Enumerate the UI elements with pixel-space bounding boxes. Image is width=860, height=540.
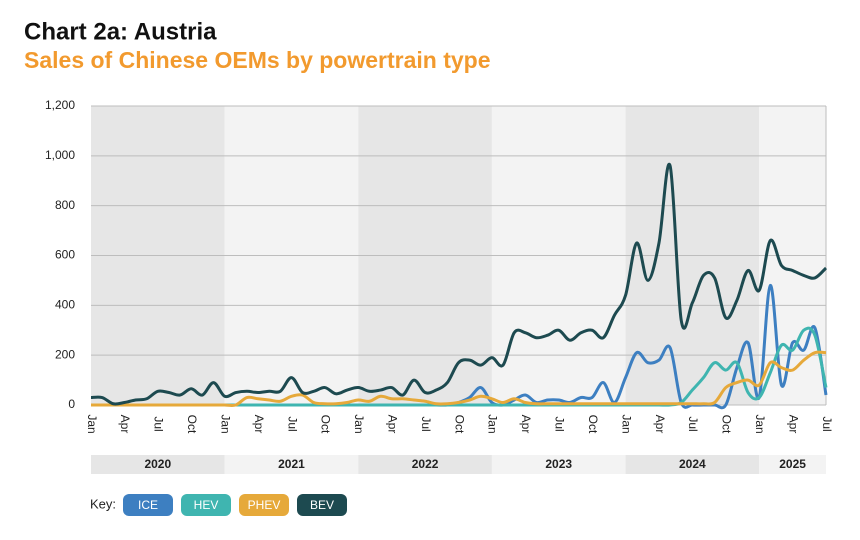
year-label-band [759,455,826,474]
y-tick-label: 1,200 [45,98,75,112]
x-tick-label: Oct [185,415,199,434]
year-label: 2020 [144,457,171,471]
x-tick-label: Apr [252,415,266,434]
x-tick-label: Jan [486,414,500,433]
x-tick-label: Apr [786,415,800,434]
y-tick-label: 1,000 [45,148,75,162]
x-tick-label: Oct [586,415,600,434]
legend-swatch [123,494,173,516]
x-tick-label: Jul [553,416,567,431]
year-label: 2021 [278,457,305,471]
x-tick-label: Jan [352,414,366,433]
legend-label: HEV [194,498,219,512]
chart-subtitle: Sales of Chinese OEMs by powertrain type [24,47,491,73]
y-tick-label: 0 [68,397,75,411]
legend-swatch [239,494,289,516]
legend-label: ICE [138,498,158,512]
legend-swatch [181,494,231,516]
year-label-band [358,455,492,474]
x-tick-label: Jan [85,414,99,433]
year-label: 2023 [545,457,572,471]
year-label: 2024 [679,457,706,471]
x-tick-label: Apr [519,415,533,434]
x-tick-label: Jul [686,416,700,431]
x-tick-label: Oct [452,415,466,434]
legend-label: PHEV [248,498,281,512]
y-tick-label: 600 [55,248,75,262]
year-label-band [625,455,760,474]
y-tick-label: 400 [55,298,75,312]
x-tick-label: Jul [285,416,299,431]
x-tick-label: Jan [753,414,767,433]
chart-title: Chart 2a: Austria [24,18,217,45]
year-label-band [224,455,359,474]
x-tick-label: Apr [386,415,400,434]
series-line [91,350,827,408]
x-tick-label: Jul [820,416,834,431]
legend-swatch [297,494,347,516]
legend-label: BEV [310,498,334,512]
legend-key-label: Key: [90,496,116,511]
x-tick-label: Oct [319,415,333,434]
x-tick-label: Jan [619,414,633,433]
year-label: 2022 [412,457,439,471]
x-tick-label: Oct [720,415,734,434]
x-tick-label: Jan [218,414,232,433]
x-tick-label: Apr [653,415,667,434]
series-line [90,162,828,406]
year-label-band [491,455,626,474]
year-label-band [91,455,225,474]
x-tick-label: Jul [419,416,433,431]
year-label: 2025 [779,457,806,471]
x-tick-label: Jul [152,416,166,431]
x-tick-label: Apr [118,415,132,434]
y-tick-label: 200 [55,347,75,361]
y-tick-label: 800 [55,198,75,212]
